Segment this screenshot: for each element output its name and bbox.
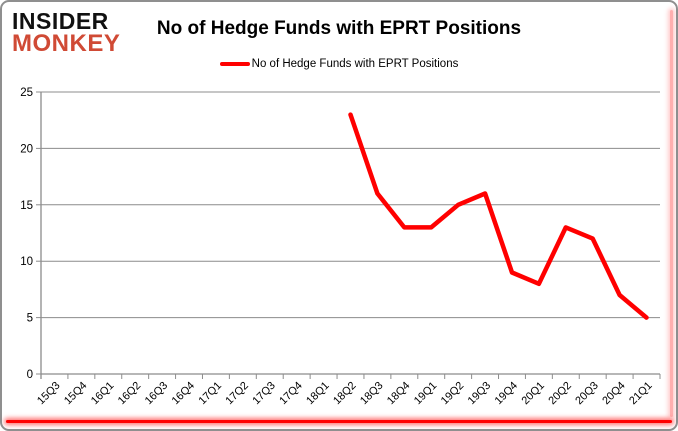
x-tick-label: 18Q1 (304, 380, 332, 408)
x-tick-label: 16Q1 (89, 380, 117, 408)
y-tick-label: 10 (20, 256, 33, 268)
x-tick-label: 16Q4 (170, 380, 198, 408)
x-tick-label: 17Q2 (223, 380, 251, 408)
x-tick-label: 15Q3 (35, 380, 63, 408)
insider-monkey-logo: INSIDER MONKEY (12, 8, 121, 57)
x-tick-label: 17Q1 (197, 380, 225, 408)
chart-title: No of Hedge Funds with EPRT Positions (156, 18, 522, 39)
y-tick-label: 20 (20, 143, 33, 155)
x-tick-label: 16Q2 (116, 380, 144, 408)
right-red-glow (670, 10, 673, 417)
legend-label: No of Hedge Funds with EPRT Positions (251, 58, 459, 70)
y-tick-label: 5 (27, 313, 33, 325)
x-tick-label: 18Q2 (331, 380, 359, 408)
x-tick-label: 16Q3 (143, 380, 171, 408)
logo-text-monkey: MONKEY (12, 29, 121, 57)
bottom-red-bar (6, 420, 672, 423)
y-tick-label: 0 (27, 369, 33, 381)
x-tick-label: 19Q1 (412, 380, 440, 408)
x-tick-label: 18Q3 (358, 380, 386, 408)
x-tick-label: 20Q2 (546, 380, 574, 408)
y-tick-label: 25 (20, 87, 33, 99)
series-line (348, 112, 649, 320)
x-tick-label: 20Q4 (600, 380, 628, 408)
x-tick-label: 18Q4 (385, 380, 413, 408)
x-tick-label: 19Q4 (493, 380, 521, 408)
x-tick-label: 19Q3 (466, 380, 494, 408)
x-tick-label: 21Q1 (627, 380, 655, 408)
x-tick-label: 19Q2 (439, 380, 467, 408)
legend-line-swatch (219, 62, 250, 66)
legend: No of Hedge Funds with EPRT Positions (2, 58, 676, 70)
x-tick-label: 17Q4 (277, 380, 305, 408)
logo-text-insider: INSIDER (12, 8, 109, 34)
x-tick-label: 20Q3 (573, 380, 601, 408)
x-tick-label: 17Q3 (250, 380, 278, 408)
x-tick-label: 15Q4 (62, 380, 90, 408)
x-tick-label: 20Q1 (519, 380, 547, 408)
y-tick-label: 15 (20, 200, 33, 212)
